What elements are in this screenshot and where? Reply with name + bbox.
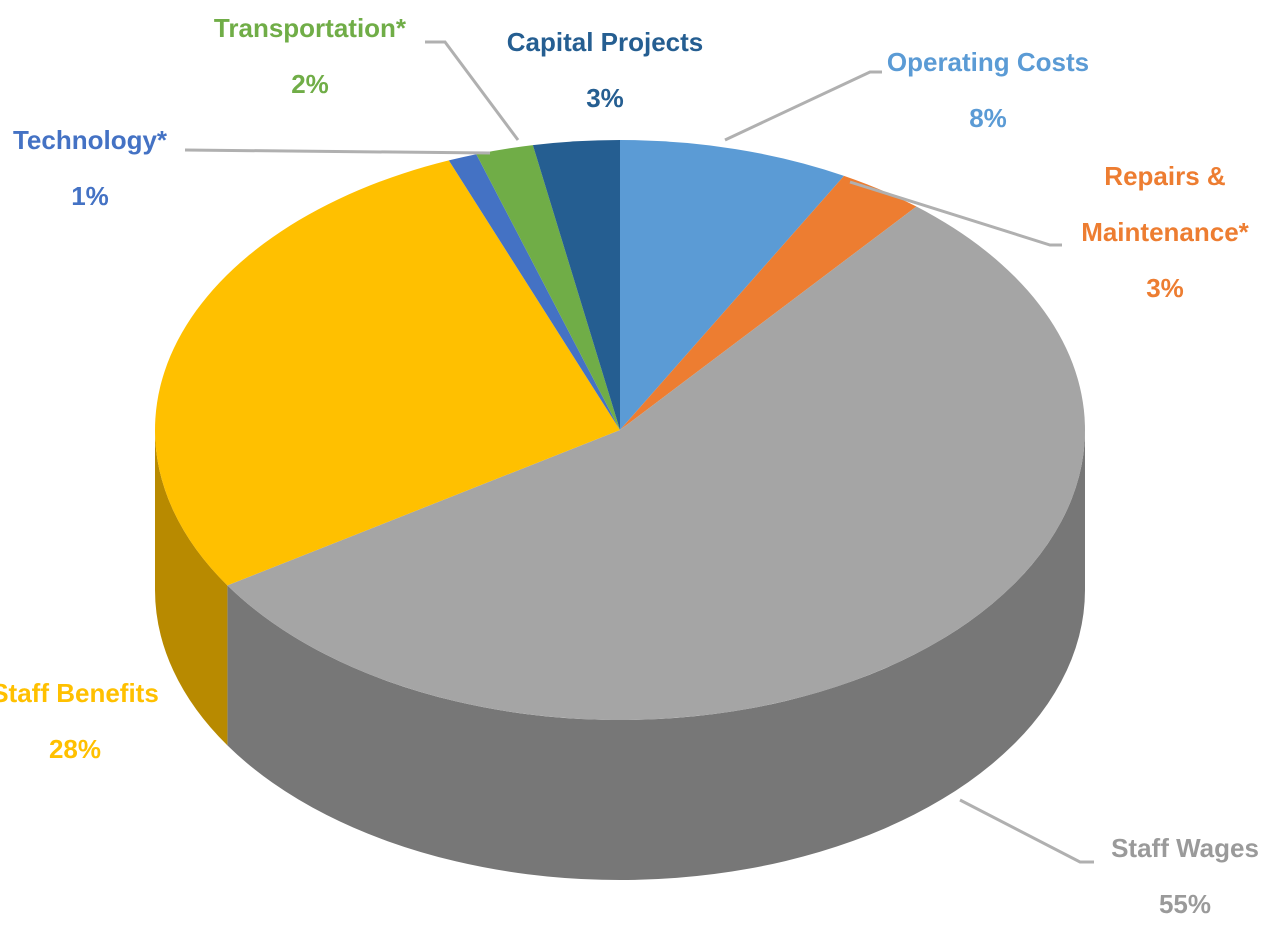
- data-label: Operating Costs 8%: [868, 34, 1108, 146]
- leader-line: [849, 180, 1062, 247]
- category-label: Staff Wages: [1111, 833, 1259, 863]
- slice-side: [155, 430, 228, 746]
- slice: [227, 206, 1086, 721]
- slice: [532, 140, 620, 430]
- data-label: Technology* 1%: [0, 112, 200, 224]
- data-label: Staff Wages 55%: [1085, 820, 1266, 932]
- pie: [154, 140, 1086, 881]
- data-label: Transportation* 2%: [190, 0, 430, 112]
- leader-line: [425, 40, 520, 141]
- slice: [448, 154, 620, 430]
- slice-side: [227, 430, 1085, 881]
- data-label: Capital Projects 3%: [475, 14, 735, 126]
- value-label: 2%: [291, 69, 329, 99]
- leader-lines: [184, 40, 1094, 864]
- value-label: 3%: [1146, 273, 1184, 303]
- leader-line: [184, 148, 491, 155]
- data-label: Staff Benefits 28%: [0, 665, 195, 777]
- slice: [620, 140, 845, 430]
- category-label: Transportation*: [213, 13, 407, 43]
- slice: [620, 175, 917, 430]
- value-label: 1%: [71, 181, 109, 211]
- category-label: Staff Benefits: [0, 678, 159, 708]
- category-label: Operating Costs: [886, 47, 1090, 77]
- data-label: Repairs & Maintenance* 3%: [1070, 148, 1260, 316]
- category-label: Technology*: [12, 125, 168, 155]
- leader-line: [959, 798, 1094, 864]
- value-label: 55%: [1158, 889, 1212, 919]
- leader-line: [724, 70, 882, 142]
- value-label: 28%: [48, 734, 102, 764]
- slice: [154, 160, 620, 586]
- category-label: Repairs & Maintenance*: [1081, 161, 1249, 247]
- value-label: 3%: [586, 83, 624, 113]
- value-label: 8%: [969, 103, 1007, 133]
- category-label: Capital Projects: [506, 27, 704, 57]
- slice: [476, 145, 620, 430]
